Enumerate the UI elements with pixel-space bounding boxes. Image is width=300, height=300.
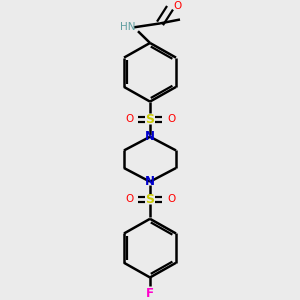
Text: N: N	[145, 175, 155, 188]
Text: N: N	[145, 130, 155, 143]
Text: S: S	[146, 193, 154, 206]
Text: F: F	[146, 286, 154, 300]
Text: HN: HN	[120, 22, 136, 32]
Text: O: O	[125, 114, 133, 124]
Text: O: O	[167, 114, 175, 124]
Text: O: O	[174, 1, 182, 11]
Text: S: S	[146, 113, 154, 126]
Text: O: O	[125, 194, 133, 204]
Text: O: O	[167, 194, 175, 204]
